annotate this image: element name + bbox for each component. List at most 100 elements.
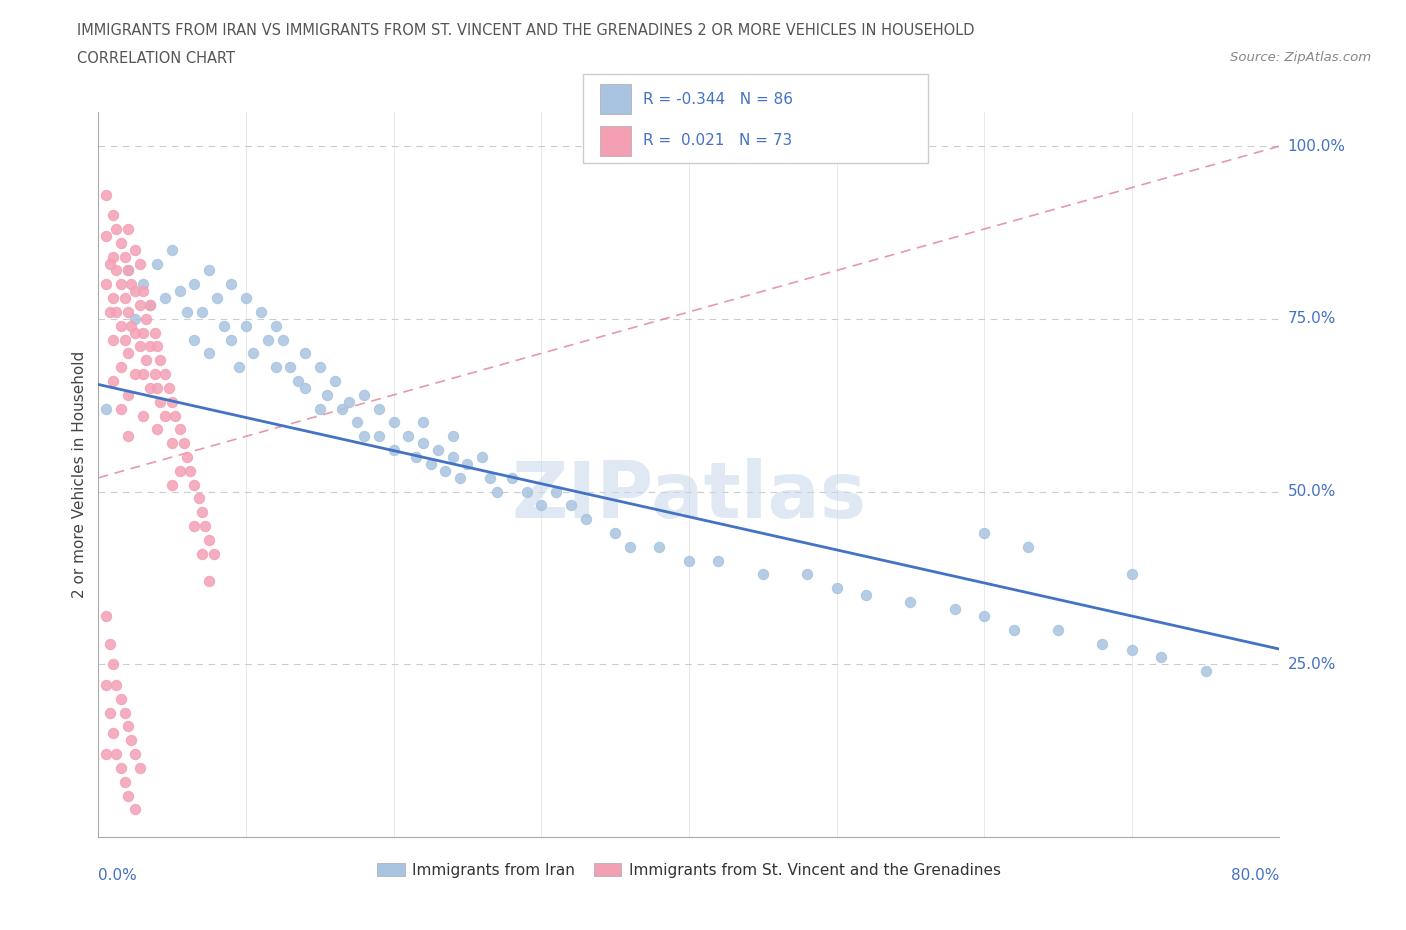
Point: [165, 408, 187, 423]
Point: [221, 277, 243, 292]
Point: [117, 429, 139, 444]
Point: [353, 429, 375, 444]
Point: [146, 256, 169, 271]
Text: 50.0%: 50.0%: [1288, 485, 1336, 499]
Point: [132, 284, 155, 299]
Text: ZIPatlas: ZIPatlas: [512, 458, 866, 534]
Point: [1121, 567, 1143, 582]
Point: [103, 726, 125, 741]
Point: [294, 380, 316, 395]
Point: [146, 380, 169, 395]
Point: [441, 449, 464, 464]
Point: [94, 608, 117, 623]
Point: [110, 401, 132, 416]
Point: [105, 221, 128, 236]
Point: [316, 388, 339, 403]
Point: [103, 249, 125, 264]
Point: [441, 429, 464, 444]
Point: [98, 705, 121, 720]
Point: [242, 346, 264, 361]
Point: [752, 567, 775, 582]
Point: [478, 471, 501, 485]
Point: [212, 318, 235, 333]
Y-axis label: 2 or more Vehicles in Household: 2 or more Vehicles in Household: [72, 351, 87, 598]
Point: [235, 291, 257, 306]
Point: [153, 291, 176, 306]
Point: [648, 539, 671, 554]
Point: [368, 429, 391, 444]
Point: [176, 449, 198, 464]
Point: [143, 326, 166, 340]
Point: [124, 326, 146, 340]
Point: [250, 304, 273, 319]
Point: [120, 277, 142, 292]
Point: [128, 256, 150, 271]
Point: [264, 360, 287, 375]
Point: [94, 277, 117, 292]
Point: [575, 512, 598, 526]
Point: [191, 304, 214, 319]
Point: [516, 485, 538, 499]
Point: [105, 678, 128, 693]
Point: [103, 374, 125, 389]
Point: [128, 298, 150, 312]
Point: [1195, 664, 1218, 679]
Point: [280, 360, 302, 375]
Point: [117, 388, 139, 403]
Point: [796, 567, 818, 582]
Point: [110, 277, 132, 292]
Point: [114, 291, 136, 306]
Legend: Immigrants from Iran, Immigrants from St. Vincent and the Grenadines: Immigrants from Iran, Immigrants from St…: [371, 857, 1007, 884]
Point: [973, 608, 995, 623]
Point: [98, 636, 121, 651]
Point: [124, 284, 146, 299]
Point: [678, 553, 700, 568]
Point: [382, 415, 405, 430]
Point: [117, 221, 139, 236]
Point: [382, 443, 405, 458]
Point: [1002, 622, 1025, 637]
Point: [103, 207, 125, 222]
Point: [486, 485, 509, 499]
Point: [169, 422, 191, 437]
Point: [235, 318, 257, 333]
Point: [110, 761, 132, 776]
Point: [287, 374, 309, 389]
Point: [162, 436, 183, 451]
Text: Source: ZipAtlas.com: Source: ZipAtlas.com: [1230, 51, 1371, 64]
Point: [187, 491, 209, 506]
Point: [346, 415, 368, 430]
Point: [128, 761, 150, 776]
Point: [368, 401, 391, 416]
Point: [114, 705, 136, 720]
Point: [449, 471, 471, 485]
Point: [560, 498, 582, 512]
Point: [309, 401, 332, 416]
Point: [105, 304, 128, 319]
Point: [139, 339, 162, 354]
Point: [707, 553, 730, 568]
Point: [162, 243, 183, 258]
Point: [943, 602, 966, 617]
Point: [1046, 622, 1070, 637]
Point: [1121, 643, 1143, 658]
Text: 100.0%: 100.0%: [1288, 139, 1346, 153]
Point: [94, 747, 117, 762]
Point: [1018, 539, 1040, 554]
Point: [398, 429, 420, 444]
Point: [157, 380, 180, 395]
Point: [139, 298, 162, 312]
Point: [162, 477, 183, 492]
Point: [419, 457, 441, 472]
Point: [427, 443, 450, 458]
Point: [98, 304, 121, 319]
Point: [169, 284, 191, 299]
Point: [973, 525, 995, 540]
Point: [135, 352, 157, 367]
Point: [173, 436, 195, 451]
Point: [132, 408, 155, 423]
Point: [94, 229, 117, 244]
Point: [135, 312, 157, 326]
Point: [110, 318, 132, 333]
Point: [434, 463, 457, 478]
